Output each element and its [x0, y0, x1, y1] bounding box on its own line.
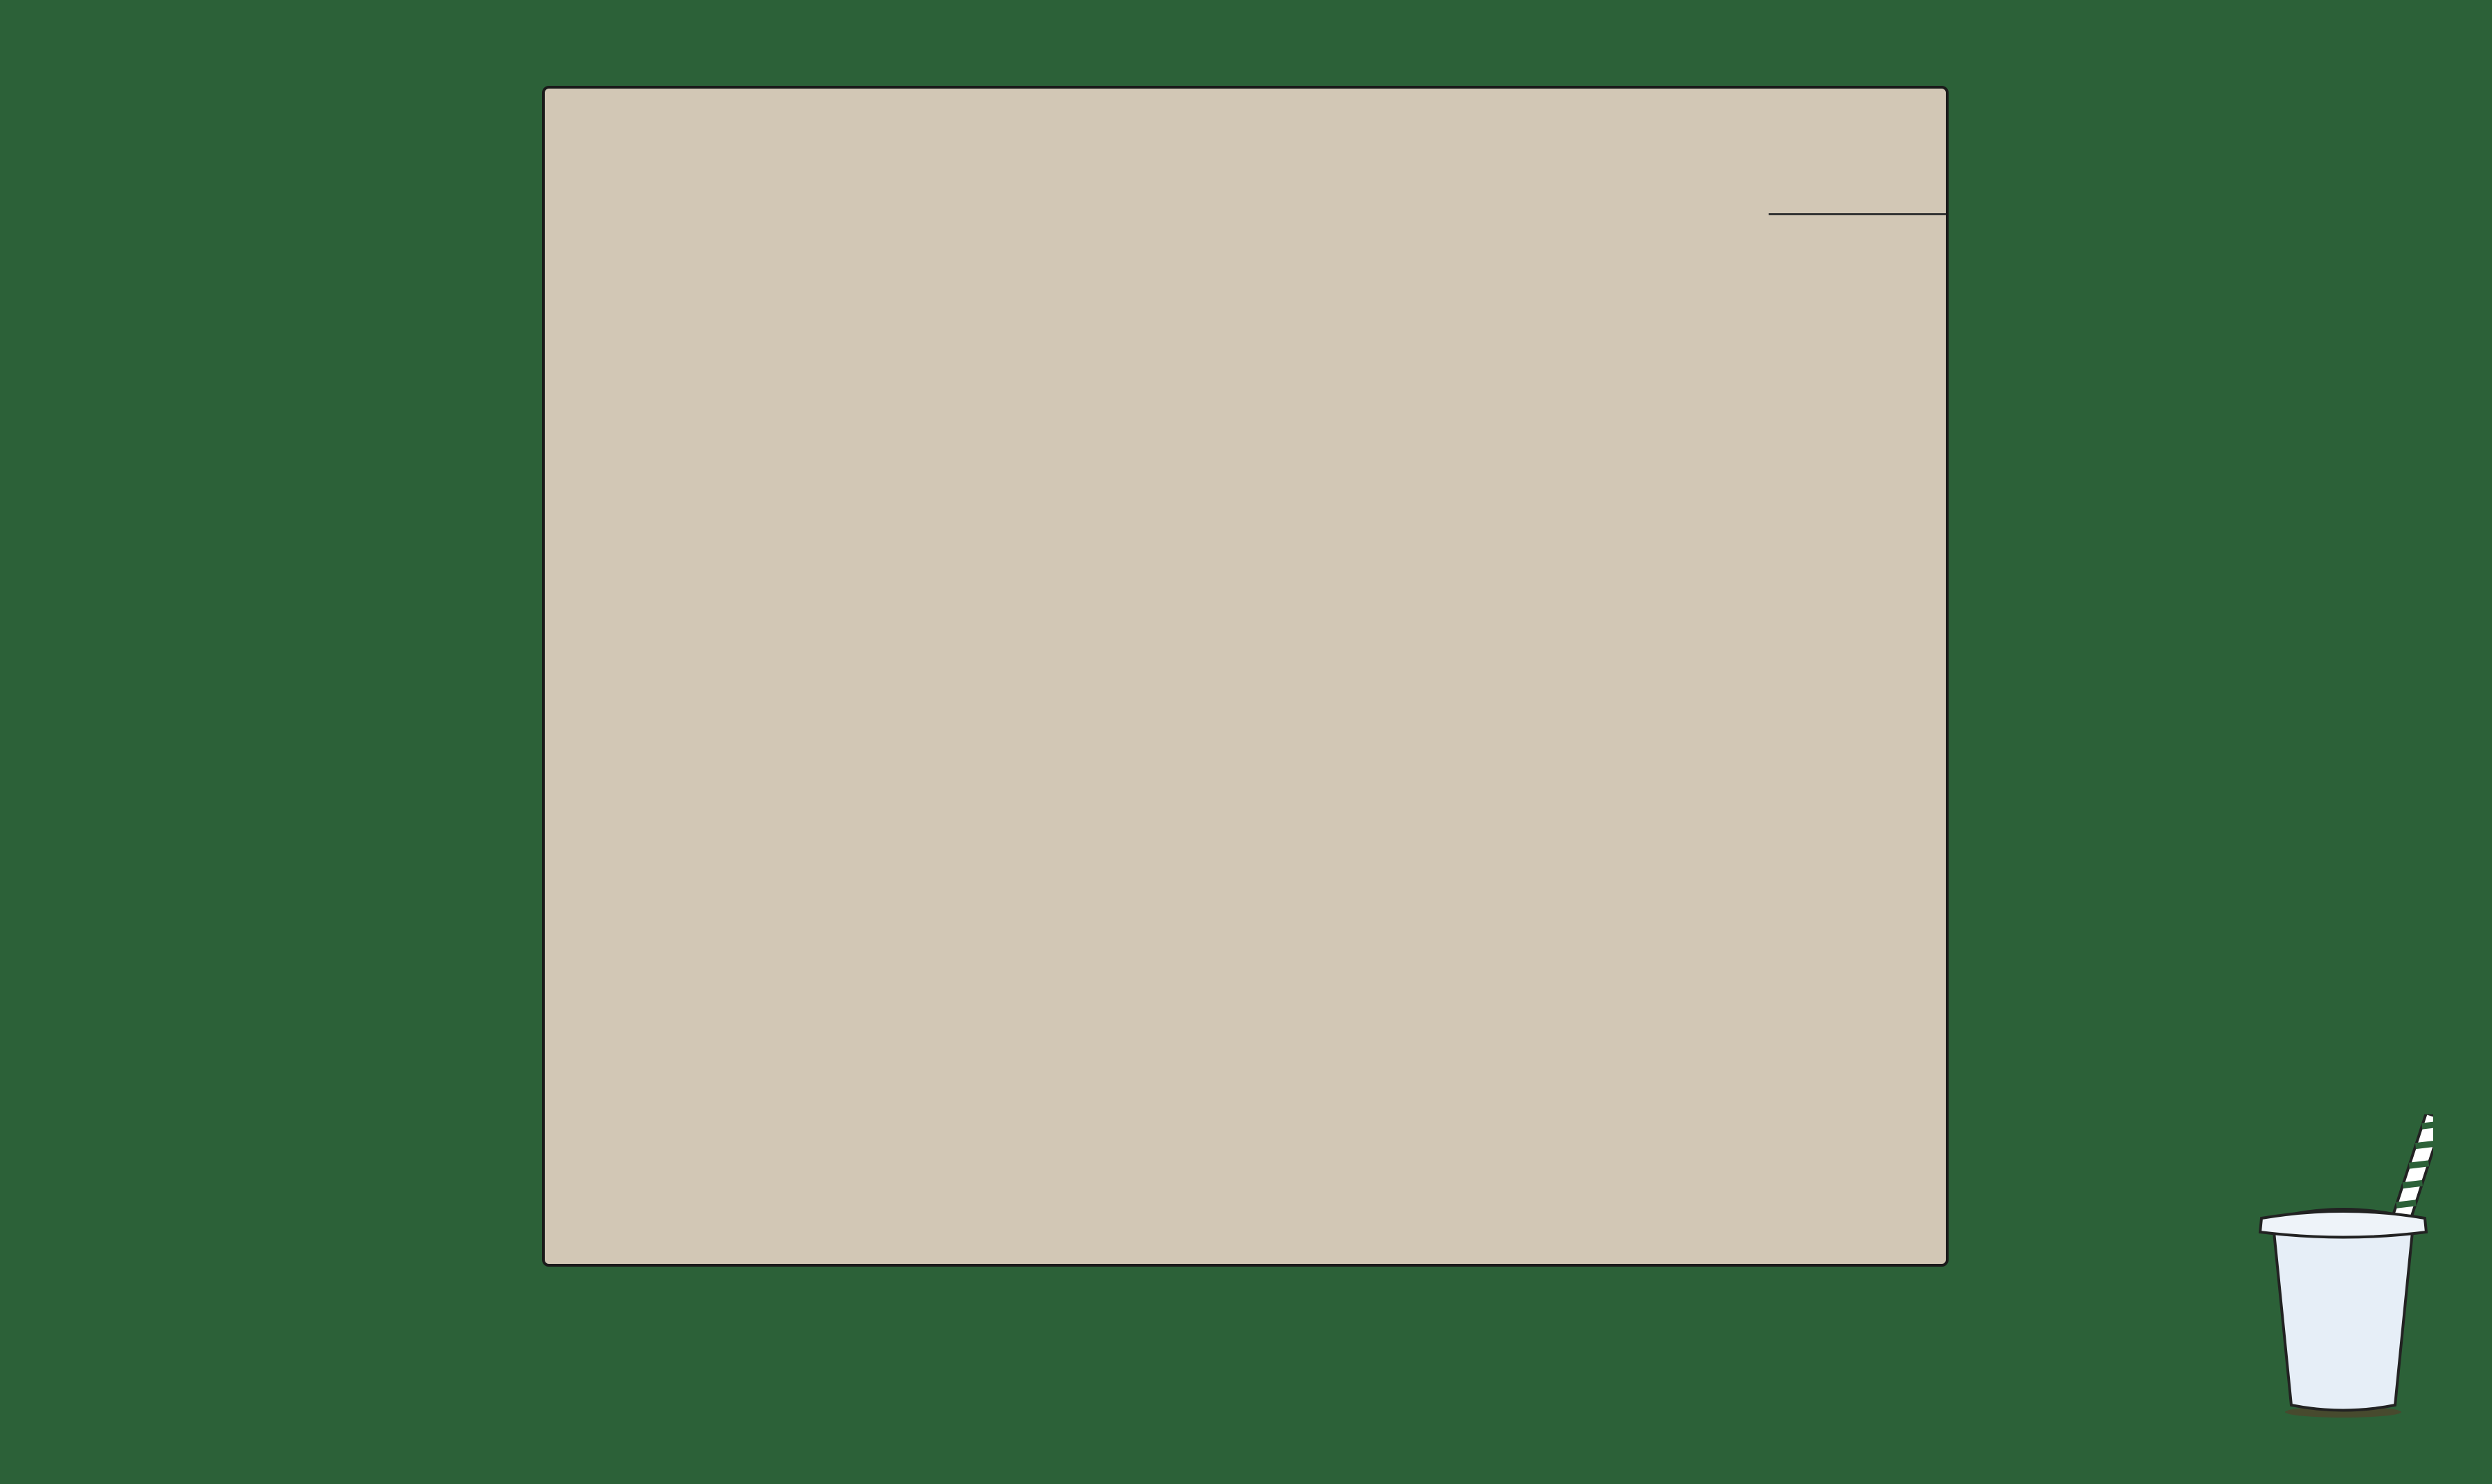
cup-icon [2258, 1114, 2433, 1418]
legend-title [1769, 212, 1946, 215]
legend [1769, 212, 1946, 225]
chart-panel [542, 86, 1949, 1267]
bubble-chart [545, 89, 1763, 1267]
